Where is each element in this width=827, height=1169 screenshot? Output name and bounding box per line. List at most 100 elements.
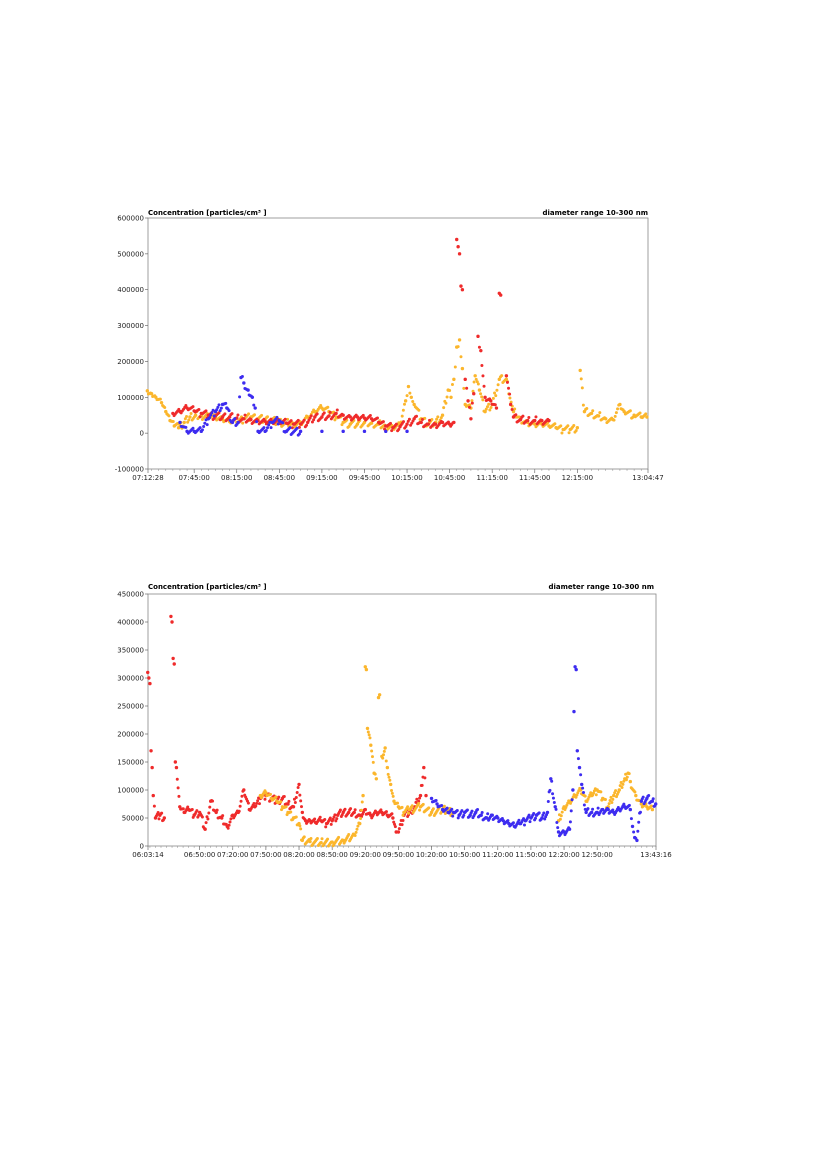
data-point [279, 800, 283, 804]
data-point [171, 419, 175, 423]
x-tick-label: 08:15:00 [221, 474, 252, 482]
data-point [265, 415, 269, 419]
data-point [473, 374, 477, 378]
data-point [462, 386, 466, 390]
data-point [176, 422, 179, 426]
data-point [177, 794, 181, 798]
data-point [198, 426, 202, 430]
data-point [354, 830, 358, 834]
data-point [315, 412, 319, 416]
data-point [637, 820, 641, 824]
data-point [533, 422, 537, 426]
data-point [186, 805, 190, 809]
data-point [489, 399, 493, 403]
data-point [246, 801, 250, 805]
data-point [610, 800, 614, 804]
data-point [423, 776, 427, 780]
data-point [189, 412, 193, 416]
data-point [150, 765, 154, 770]
data-point [595, 810, 599, 815]
data-point [606, 807, 610, 812]
data-point [297, 425, 301, 429]
data-point [392, 799, 396, 803]
data-point [369, 743, 373, 747]
data-point [442, 406, 446, 410]
data-point [387, 775, 391, 779]
data-point [634, 793, 638, 798]
chart-bottom: Concentration [particles/cm³ ] diameter … [117, 583, 672, 859]
data-point [639, 799, 644, 803]
data-point [522, 823, 526, 827]
plot-frame [147, 217, 649, 470]
data-point [604, 417, 608, 421]
data-point [208, 416, 212, 420]
data-point [428, 418, 432, 422]
data-point [286, 417, 290, 421]
data-point [596, 806, 600, 810]
data-point [407, 811, 411, 815]
data-point [518, 417, 523, 422]
y-tick-label: 250000 [117, 703, 144, 711]
data-point [216, 405, 220, 409]
data-point [162, 816, 167, 820]
data-point [560, 431, 564, 435]
data-point [296, 786, 300, 789]
data-point [333, 813, 337, 817]
data-point [472, 380, 476, 384]
data-point [191, 405, 195, 409]
data-point [487, 402, 491, 406]
data-point [238, 395, 242, 399]
data-point [424, 793, 428, 798]
data-point [421, 802, 425, 806]
data-point [433, 422, 438, 426]
data-point [341, 429, 345, 434]
data-point [408, 391, 412, 395]
data-point [406, 384, 411, 389]
data-point [627, 772, 631, 776]
data-point [405, 394, 409, 398]
y-tick-label: 150000 [117, 759, 144, 767]
data-point [209, 413, 213, 417]
data-point [499, 293, 503, 297]
data-point [534, 415, 538, 419]
data-point [527, 415, 531, 419]
data-point [324, 825, 328, 829]
y-tick-label: -100000 [115, 466, 144, 474]
series-blue [429, 665, 658, 843]
x-tick-label: 10:20:00 [416, 851, 447, 859]
data-point [598, 411, 602, 415]
data-point [227, 409, 231, 413]
data-point [206, 817, 210, 821]
data-point [556, 830, 561, 834]
data-point [256, 799, 260, 803]
data-point [298, 429, 303, 434]
data-point [330, 840, 334, 844]
data-point [581, 790, 585, 794]
data-point [320, 415, 324, 419]
data-point [255, 801, 259, 805]
data-point [385, 765, 390, 770]
data-point [613, 414, 617, 418]
data-point [358, 821, 362, 826]
data-point [326, 837, 330, 841]
data-point [246, 388, 250, 392]
data-point [612, 418, 616, 422]
data-point [415, 797, 419, 801]
data-point [230, 412, 234, 416]
data-point [237, 809, 241, 813]
data-point [295, 791, 299, 794]
data-point [230, 420, 235, 425]
data-point [365, 726, 370, 731]
data-point [362, 429, 367, 434]
data-point [456, 244, 460, 249]
data-point [368, 736, 372, 740]
data-point [268, 420, 272, 424]
data-point [178, 805, 182, 809]
data-point [484, 407, 488, 411]
data-point [353, 833, 357, 837]
data-point [329, 822, 333, 826]
data-point [208, 805, 212, 809]
data-point [226, 826, 230, 830]
data-point [373, 772, 377, 776]
